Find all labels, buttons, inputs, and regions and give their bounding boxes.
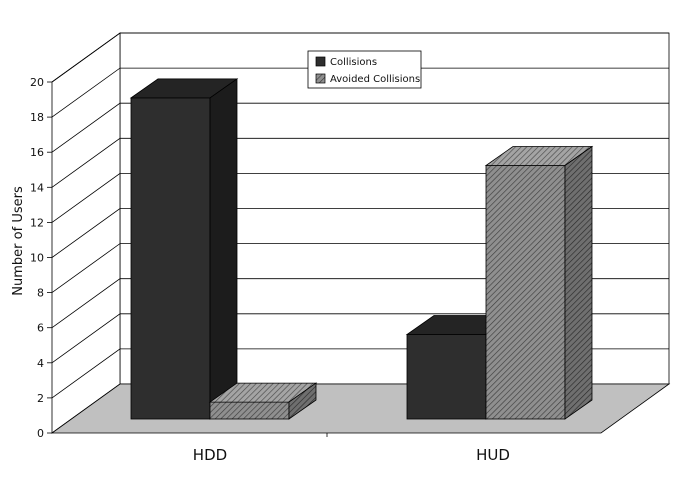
category-label: HUD — [476, 446, 510, 464]
bar-side-hdd-0 — [209, 78, 238, 420]
y-tick-label: 12 — [30, 216, 44, 229]
bar-front-hdd-0 — [130, 97, 211, 420]
y-tick-label: 20 — [30, 76, 44, 89]
bar-side-hdd-1 — [288, 382, 317, 420]
gridline — [51, 32, 669, 83]
y-tick-label: 18 — [30, 111, 44, 124]
y-tick-label: 0 — [37, 427, 44, 440]
y-tick-label: 14 — [30, 181, 44, 194]
y-axis-label: Number of Users — [11, 186, 26, 296]
bar-front-hdd-1 — [209, 401, 290, 420]
legend-box — [307, 50, 422, 89]
gridline — [51, 67, 669, 118]
bar-front-hud-1 — [485, 165, 566, 420]
legend: Collisions Avoided Collisions — [307, 50, 422, 89]
bar-side-hud-1 — [564, 145, 593, 420]
y-tick-label: 10 — [30, 252, 44, 265]
y-tick-label: 2 — [37, 392, 44, 405]
y-axis-ticks: 0 2 4 6 8 10 12 14 16 18 20 — [30, 76, 52, 440]
y-tick-label: 8 — [37, 287, 44, 300]
bar-front-hud-0 — [406, 334, 487, 420]
legend-swatch — [315, 73, 326, 84]
legend-label: Avoided Collisions — [330, 74, 420, 85]
y-tick-label: 16 — [30, 146, 44, 159]
bars — [129, 78, 594, 420]
gridline — [51, 102, 669, 153]
y-tick-label: 6 — [37, 322, 44, 335]
category-label: HDD — [193, 446, 227, 464]
x-axis-categories: HDD HUD — [193, 446, 510, 464]
legend-label: Collisions — [330, 57, 377, 68]
legend-swatch — [315, 56, 326, 67]
gridline — [51, 137, 669, 188]
y-tick-label: 4 — [37, 357, 44, 370]
